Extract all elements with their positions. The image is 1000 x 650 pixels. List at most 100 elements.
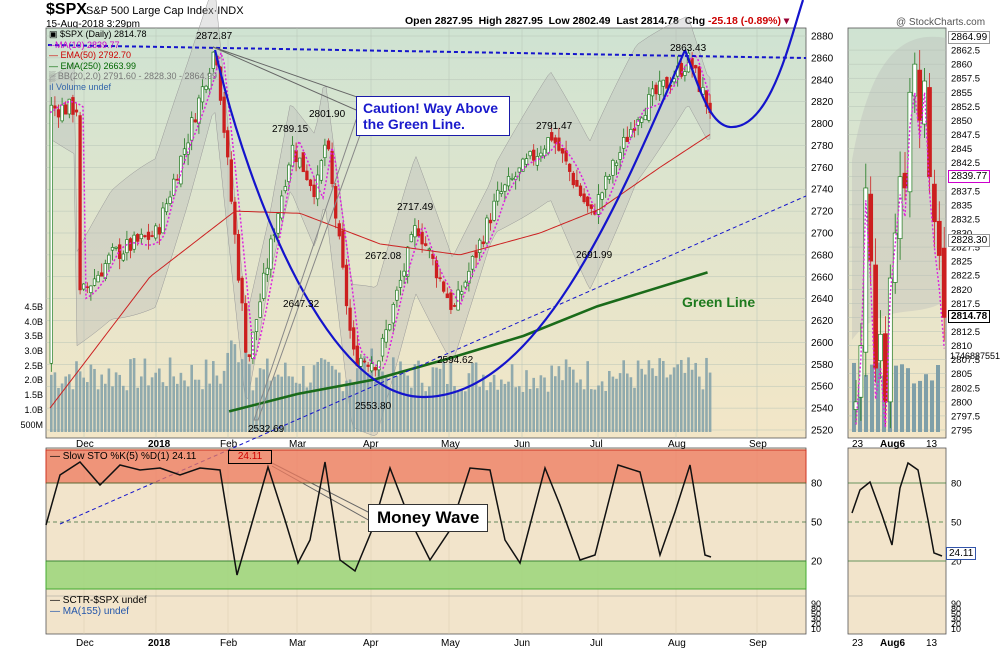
volume-bar — [190, 364, 193, 432]
detail-y-tick-label: 2822.5 — [951, 271, 980, 282]
ma10-line — [49, 50, 711, 370]
detail-candle — [883, 333, 888, 403]
volume-bar — [464, 391, 467, 432]
chart-symbol: $SPX — [46, 1, 87, 18]
volume-bar — [708, 372, 712, 432]
sto-title-text: Slow STO %K(5) %D(1) 24.11 — [62, 451, 197, 462]
volume-bar — [683, 372, 687, 432]
price-candle — [182, 148, 187, 155]
price-candle — [168, 196, 172, 204]
volume-bar — [564, 359, 568, 432]
price-candle — [478, 239, 482, 253]
volume-bar — [521, 391, 525, 432]
detail-x-tick-label: 13 — [926, 439, 938, 450]
price-candle — [586, 196, 590, 207]
price-candle — [103, 263, 107, 279]
price-candle — [539, 152, 543, 157]
volume-bar — [662, 360, 665, 432]
price-label-2691: 2691.99 — [576, 250, 613, 261]
price-candle — [550, 132, 554, 141]
volume-bar — [154, 372, 157, 432]
price-candle — [330, 150, 334, 185]
volume-bar — [665, 377, 669, 432]
price-candle — [582, 193, 586, 203]
volume-bar — [100, 374, 103, 432]
price-candle — [204, 85, 208, 90]
volume-tick-label: 3.0B — [24, 346, 43, 356]
detail-ma10-line — [855, 92, 945, 428]
volume-bar — [550, 365, 553, 432]
volume-bar — [636, 360, 640, 432]
volume-tick-label: 500M — [20, 420, 43, 430]
badge-ma10: 2839.77 — [948, 170, 991, 183]
detail-sctr-tick: 50 — [951, 609, 961, 619]
volume-bar — [442, 361, 445, 432]
price-label-2594: 2594.62 — [437, 355, 474, 366]
detail-y-tick-label: 2855 — [951, 88, 972, 99]
volume-bar — [78, 371, 82, 432]
price-candle — [150, 235, 154, 237]
sctr-ma-text: MA(155) undef — [62, 606, 129, 617]
volume-bar — [496, 389, 499, 432]
x-tick-label: Jun — [514, 439, 530, 450]
price-label-2791: 2791.47 — [536, 121, 573, 132]
price-candle — [146, 231, 151, 240]
price-candle — [683, 71, 687, 76]
volume-bar — [507, 381, 510, 432]
price-candle — [139, 233, 143, 240]
volume-bar — [345, 380, 348, 432]
detail-y-tick-label: 2802.5 — [951, 383, 980, 394]
volume-bar — [298, 383, 301, 432]
price-candle — [553, 137, 557, 144]
price-candle — [431, 253, 435, 259]
price-candle — [391, 304, 395, 324]
detail-candle — [932, 183, 937, 223]
detail-y-tick-label: 2860 — [951, 60, 972, 71]
volume-bar — [71, 389, 75, 432]
volume-bar — [168, 357, 172, 432]
price-candle — [625, 136, 629, 143]
price-candle — [578, 185, 583, 196]
detail-candle — [936, 220, 942, 256]
price-candle — [596, 194, 601, 215]
volume-bar — [687, 357, 690, 432]
price-candle — [60, 104, 64, 122]
price-label-2863: 2863.43 — [670, 43, 707, 54]
volume-bar — [179, 372, 183, 432]
volume-bar — [359, 357, 363, 432]
volume-bar — [460, 389, 463, 432]
last-label: Last — [616, 15, 638, 27]
price-candle — [640, 117, 644, 123]
volume-bar — [485, 390, 489, 432]
volume-bar — [352, 384, 355, 432]
detail-volume-bar — [918, 380, 922, 432]
sctr-tick-label: 50 — [811, 609, 821, 619]
price-candle — [341, 230, 345, 268]
detail-volume-bar — [894, 365, 898, 432]
sctr-tick-label: 10 — [811, 624, 821, 634]
volume-bar — [140, 376, 143, 432]
volume-bar — [608, 370, 611, 432]
price-candle — [200, 86, 205, 103]
price-candle — [377, 360, 381, 371]
overbought-zone — [45, 449, 807, 484]
volume-bar — [374, 381, 377, 432]
volume-bar — [518, 386, 521, 432]
volume-bar — [363, 356, 366, 432]
price-candle — [276, 213, 280, 234]
detail-candle — [897, 176, 903, 239]
y-tick-label: 2700 — [811, 229, 834, 240]
volume-tick-label: 2.0B — [24, 375, 43, 385]
price-candle — [636, 119, 640, 126]
x-tick-label: Feb — [220, 439, 238, 450]
volume-bar — [647, 360, 651, 432]
price-candle — [114, 246, 118, 249]
x-tick-label: Sep — [749, 439, 767, 450]
detail-sctr-tick: 80 — [951, 604, 961, 614]
price-candle — [229, 159, 233, 202]
price-label-2532: 2532.69 — [248, 424, 285, 435]
volume-bar — [208, 383, 211, 432]
volume-bar — [302, 365, 305, 432]
volume-bar — [262, 369, 265, 432]
volume-bar — [233, 344, 237, 432]
